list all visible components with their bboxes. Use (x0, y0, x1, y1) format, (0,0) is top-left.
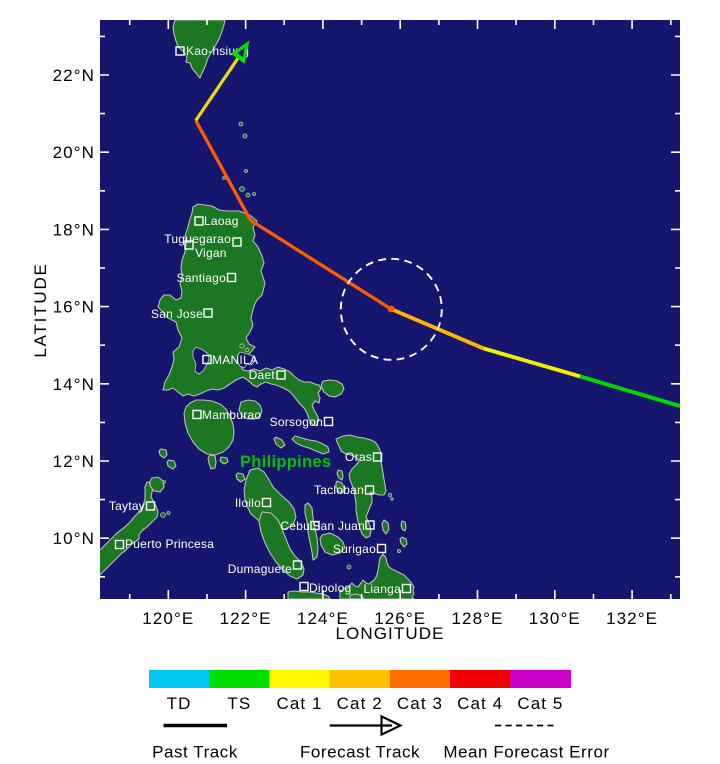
svg-text:Cat 2: Cat 2 (337, 694, 383, 713)
svg-text:12°N: 12°N (53, 452, 95, 471)
svg-text:TD: TD (167, 694, 192, 713)
svg-text:18°N: 18°N (53, 220, 95, 239)
svg-text:128°E: 128°E (451, 609, 503, 628)
svg-text:Iloilo: Iloilo (235, 496, 261, 510)
svg-text:124°E: 124°E (297, 609, 349, 628)
svg-text:Cat 4: Cat 4 (457, 694, 503, 713)
svg-text:Cat 5: Cat 5 (517, 694, 563, 713)
svg-text:San Juan: San Juan (312, 519, 365, 533)
svg-text:16°N: 16°N (53, 298, 95, 317)
svg-text:20°N: 20°N (53, 143, 95, 162)
svg-text:122°E: 122°E (220, 609, 272, 628)
svg-text:LATITUDE: LATITUDE (31, 262, 50, 357)
svg-text:22°N: 22°N (53, 66, 95, 85)
svg-text:Daet: Daet (249, 368, 276, 382)
svg-text:Dumaguete: Dumaguete (228, 562, 292, 576)
svg-text:Cat 1: Cat 1 (276, 694, 322, 713)
svg-text:Past Track: Past Track (152, 743, 238, 760)
svg-text:130°E: 130°E (529, 609, 581, 628)
svg-text:MANILA: MANILA (212, 353, 258, 367)
svg-text:Cat 3: Cat 3 (397, 694, 443, 713)
svg-text:126°E: 126°E (374, 609, 426, 628)
svg-text:Philippines: Philippines (240, 453, 331, 471)
svg-text:TS: TS (227, 694, 251, 713)
svg-text:Sorsogon: Sorsogon (270, 415, 323, 429)
svg-text:San Jose: San Jose (151, 307, 203, 321)
svg-text:Vigan: Vigan (195, 246, 227, 260)
svg-text:Lianga: Lianga (363, 582, 401, 596)
svg-text:132°E: 132°E (606, 609, 658, 628)
svg-text:Cebu: Cebu (280, 519, 310, 533)
svg-text:10°N: 10°N (53, 529, 95, 548)
svg-text:Dipolog: Dipolog (309, 581, 351, 595)
svg-text:Laoag: Laoag (204, 214, 239, 228)
svg-text:Surigao: Surigao (333, 542, 376, 556)
svg-text:Taytay: Taytay (109, 499, 145, 513)
svg-text:Santiago: Santiago (177, 271, 226, 285)
svg-text:LONGITUDE: LONGITUDE (335, 624, 444, 643)
svg-text:Mean Forecast Error: Mean Forecast Error (443, 743, 609, 760)
svg-text:Mamburao: Mamburao (202, 408, 261, 422)
svg-text:Puerto Princesa: Puerto Princesa (125, 537, 214, 551)
svg-text:14°N: 14°N (53, 375, 95, 394)
svg-text:Oras: Oras (345, 450, 372, 464)
svg-text:Forecast Track: Forecast Track (300, 743, 420, 760)
svg-text:120°E: 120°E (142, 609, 194, 628)
svg-text:Tuguegarao: Tuguegarao (164, 232, 231, 246)
svg-text:Tacloban: Tacloban (314, 483, 364, 497)
